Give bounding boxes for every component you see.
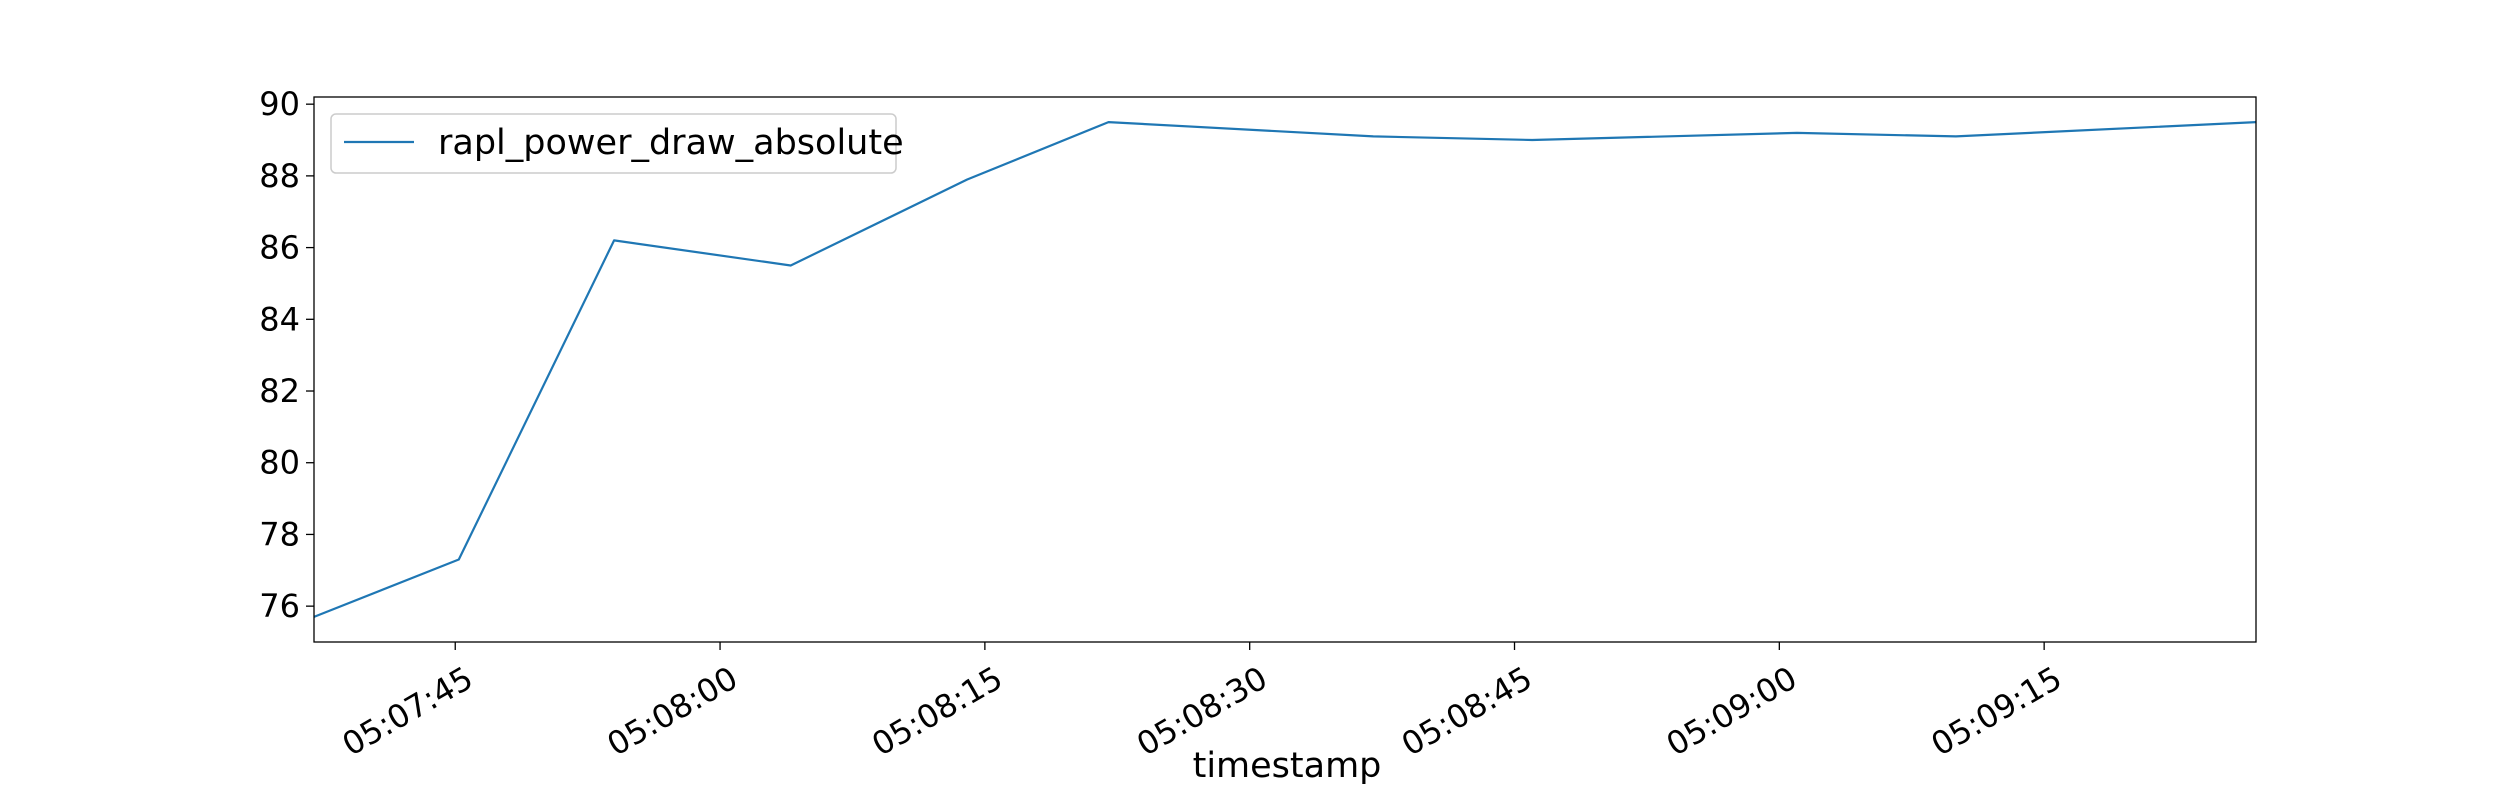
y-tick-label: 76 <box>259 587 300 625</box>
x-tick-label: 05:08:00 <box>601 659 744 764</box>
x-tick-label: 05:08:45 <box>1395 659 1538 764</box>
legend-box <box>330 113 897 174</box>
x-tick-label: 05:07:45 <box>336 659 479 764</box>
y-tick-label: 78 <box>259 515 300 553</box>
series-line-0 <box>313 120 2257 618</box>
legend: rapl_power_draw_absolute <box>330 113 904 174</box>
x-tick-label: 05:09:00 <box>1660 659 1803 764</box>
plot-area <box>313 96 2257 643</box>
y-tick-label: 90 <box>259 85 300 123</box>
y-tick-label: 80 <box>259 444 300 482</box>
y-tick-label: 84 <box>259 300 300 338</box>
y-tick-label: 82 <box>259 372 300 410</box>
y-tick-label: 88 <box>259 157 300 195</box>
axis-ticks: 76 78 80 82 84 86 88 90 05:07:45 05:08:00 05:08:15… <box>259 85 2068 763</box>
x-tick-label: 05:08:15 <box>865 659 1008 764</box>
y-tick-label: 86 <box>259 229 300 267</box>
x-axis-title: timestamp <box>1193 746 1382 786</box>
x-tick-label: 05:09:15 <box>1925 659 2068 764</box>
legend-label: rapl_power_draw_absolute <box>438 123 904 163</box>
axes-frame <box>313 96 2257 643</box>
